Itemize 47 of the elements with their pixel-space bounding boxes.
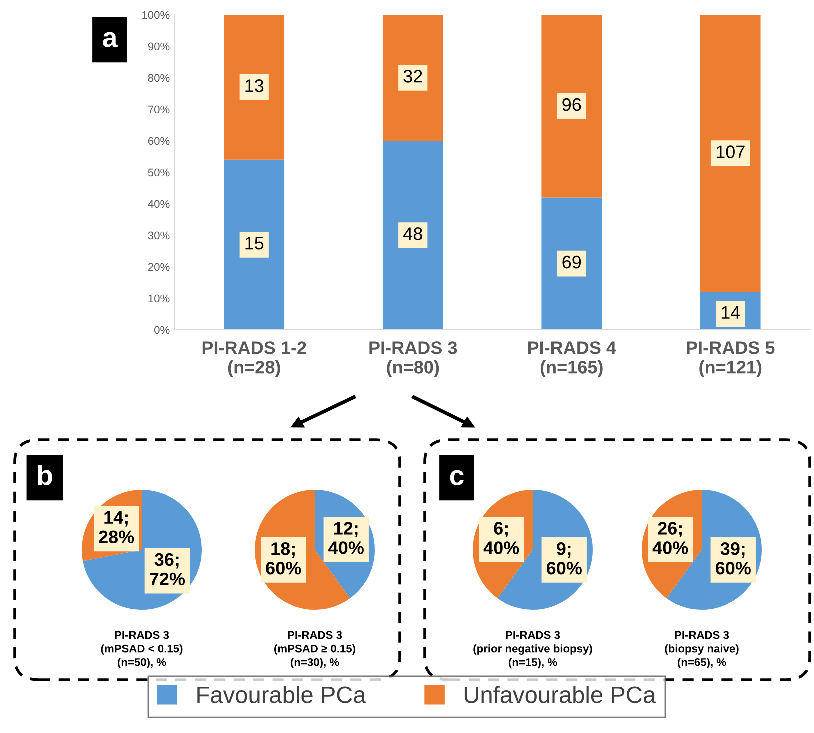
annotation: 32 [404, 70, 422, 83]
text: c [450, 470, 464, 486]
text: PI-RADS 3 (prior negative biopsy) (n=15), % [474, 631, 592, 669]
annotation: 69 [562, 256, 582, 269]
text: PI-RADS 3 (mPSAD ≥ 0.15) (n=30), % [274, 631, 356, 669]
x-tick-label: PI-RADS 4 (n=165) [528, 342, 616, 378]
x-tick-label: PI-RADS 5 (n=121) [687, 342, 775, 378]
bar [382, 15, 444, 141]
legend-label: Unfavourable PCa [464, 686, 656, 704]
annotation: 48 [404, 228, 422, 240]
y-tick-label: 0% [154, 326, 170, 334]
y-tick-label: 90% [148, 42, 170, 51]
text: PI-RADS 3 (mPSAD < 0.15) (n=50), % [101, 631, 183, 669]
bar [542, 15, 602, 198]
y-tick-label: 10% [148, 294, 170, 303]
legend-label: Favourable PCa [198, 686, 366, 704]
y-tick-label: 20% [148, 263, 170, 272]
y-tick-label: 60% [148, 137, 170, 146]
text: PI-RADS 3 (biopsy naive) (n=65), % [665, 631, 739, 669]
bar [382, 141, 444, 330]
data-label: 14; 28% [99, 511, 134, 544]
annotation: 13 [246, 80, 264, 92]
y-tick-label: 100% [142, 11, 170, 20]
text: a [103, 32, 118, 48]
data-label: 12; 40% [328, 522, 364, 554]
annotation: 14 [722, 306, 740, 319]
bar [700, 15, 761, 292]
y-tick-label: 50% [148, 168, 170, 177]
data-label: 39; 60% [716, 542, 751, 575]
data-label: 9; 60% [546, 542, 582, 575]
annotation: 96 [562, 98, 582, 112]
y-tick-label: 70% [148, 106, 170, 114]
annotation: 15 [246, 237, 264, 250]
y-tick-label: 40% [148, 200, 170, 208]
annotation: 107 [716, 146, 745, 158]
y-tick-label: 30% [148, 232, 170, 240]
data-label: 36; 72% [150, 553, 186, 586]
data-label: 6; 40% [484, 522, 520, 554]
y-tick-label: 80% [148, 74, 170, 82]
data-label: 26; 40% [652, 522, 688, 554]
bar [542, 198, 602, 330]
bar [224, 160, 285, 330]
x-tick-label: PI-RADS 1-2 (n=28) [202, 342, 306, 378]
x-tick-label: PI-RADS 3 (n=80) [370, 342, 458, 378]
bar [224, 15, 285, 160]
text: b [38, 465, 52, 486]
data-label: 18; 60% [266, 542, 302, 575]
